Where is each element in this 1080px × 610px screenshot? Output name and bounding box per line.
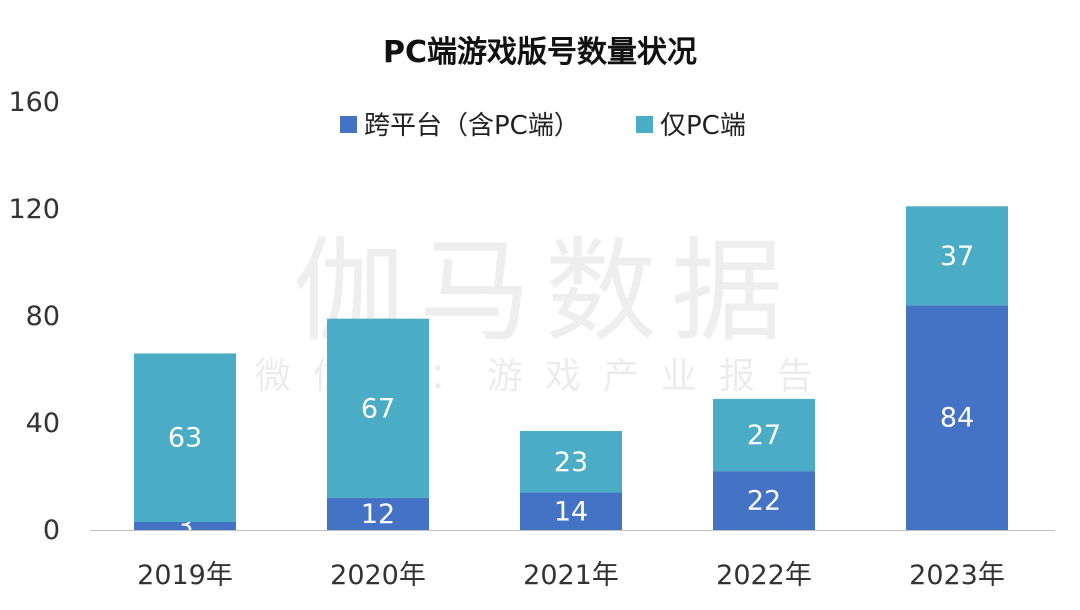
legend: 跨平台（含PC端） 仅PC端 bbox=[340, 111, 746, 141]
data-label: 22 bbox=[747, 486, 781, 517]
category-label: 2023年 bbox=[909, 560, 1005, 591]
legend-swatch bbox=[636, 116, 653, 133]
data-label: 67 bbox=[361, 393, 395, 424]
bar-segment bbox=[713, 471, 815, 530]
bar-segment bbox=[327, 318, 429, 498]
category-label: 2020年 bbox=[330, 560, 426, 591]
data-label: 37 bbox=[940, 241, 974, 272]
bar-segment bbox=[906, 305, 1008, 530]
bar-segment bbox=[713, 398, 815, 472]
category-label: 2019年 bbox=[137, 560, 233, 591]
data-label: 23 bbox=[554, 447, 588, 478]
bar-segment bbox=[520, 492, 622, 530]
data-label: 63 bbox=[168, 423, 202, 454]
bar-segment bbox=[327, 497, 429, 530]
y-tick-label: 160 bbox=[8, 87, 60, 118]
bar-segment bbox=[134, 353, 236, 522]
data-label: 12 bbox=[361, 499, 395, 530]
data-label: 27 bbox=[747, 420, 781, 451]
chart-title: PC端游戏版号数量状况 bbox=[383, 35, 697, 70]
category-label: 2022年 bbox=[716, 560, 812, 591]
y-tick-label: 40 bbox=[26, 408, 60, 439]
bar-segment bbox=[906, 206, 1008, 306]
legend-label: 跨平台（含PC端） bbox=[364, 111, 580, 141]
y-tick-label: 80 bbox=[26, 301, 60, 332]
legend-swatch bbox=[340, 116, 357, 133]
bar-segment bbox=[134, 521, 236, 530]
data-label: 84 bbox=[940, 403, 974, 434]
x-axis: 2019年 2020年 2021年 2022年 2023年 bbox=[90, 530, 1055, 591]
y-tick-label: 0 bbox=[43, 515, 60, 546]
legend-label: 仅PC端 bbox=[660, 111, 746, 141]
bar-segment bbox=[520, 431, 622, 493]
y-tick-label: 120 bbox=[8, 194, 60, 225]
y-axis: 0 40 80 120 160 bbox=[8, 87, 60, 546]
data-label: 14 bbox=[554, 496, 588, 527]
category-label: 2021年 bbox=[523, 560, 619, 591]
